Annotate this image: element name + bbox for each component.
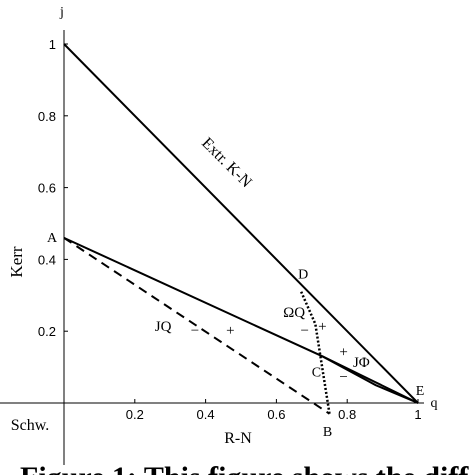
annotation-2: ΩQ bbox=[283, 305, 305, 321]
figure-caption: Figure 1: This figure shows the diff bbox=[20, 461, 469, 475]
point-label-D: D bbox=[298, 268, 308, 283]
point-label-A: A bbox=[47, 231, 58, 246]
annotation-7: − bbox=[300, 323, 308, 339]
series-layer bbox=[63, 43, 419, 415]
y-tick-label: 0.8 bbox=[38, 109, 56, 124]
x-tick-label: 0.4 bbox=[197, 407, 215, 422]
point-label-C: C bbox=[312, 365, 321, 380]
y-tick-label: 0.4 bbox=[38, 252, 56, 267]
region-label-kerr: Kerr bbox=[7, 246, 26, 277]
x-tick-label: 0.2 bbox=[126, 407, 144, 422]
point-label-E: E bbox=[416, 384, 425, 399]
y-tick-label: 0.2 bbox=[38, 324, 56, 339]
y-tick-label: 0.6 bbox=[38, 181, 56, 196]
point-label-B: B bbox=[323, 425, 332, 440]
annotation-6: + bbox=[226, 323, 234, 339]
series-line-1 bbox=[63, 43, 419, 404]
x-axis-label: q bbox=[431, 396, 438, 411]
annotation-9: + bbox=[339, 344, 347, 360]
x-tick-label: 0.6 bbox=[267, 407, 285, 422]
axes: 0.2 0.4 0.6 0.8 1 0.2 0.4 0.6 0.8 1 j q bbox=[0, 5, 438, 465]
region-label-rn: R-N bbox=[224, 430, 252, 447]
annotation-5: − bbox=[191, 323, 199, 339]
y-tick-label: 1 bbox=[49, 37, 56, 52]
series-line-5 bbox=[321, 355, 419, 404]
annotation-10: − bbox=[339, 369, 347, 385]
annotation-3: JQ bbox=[155, 319, 172, 335]
annotation-1: Extr. K-N bbox=[198, 135, 255, 192]
series-line-3 bbox=[63, 237, 331, 415]
annotation-8: + bbox=[318, 319, 326, 335]
region-label-schw: Schw. bbox=[11, 417, 50, 434]
annotation-4: JΦ bbox=[353, 355, 370, 371]
x-tick-label: 1 bbox=[414, 407, 421, 422]
y-axis-label: j bbox=[59, 5, 64, 20]
x-tick-label: 0.8 bbox=[338, 407, 356, 422]
